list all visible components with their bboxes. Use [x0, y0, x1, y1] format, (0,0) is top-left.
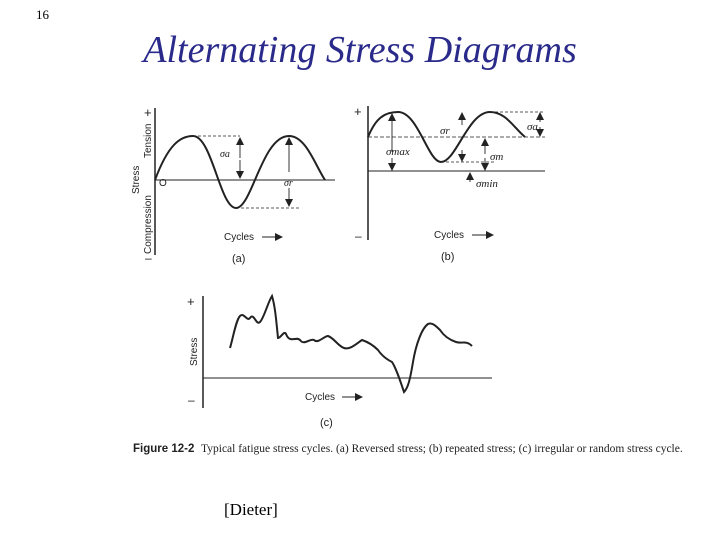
- page-title: Alternating Stress Diagrams: [143, 29, 577, 71]
- panel-c-cycles-label: Cycles: [305, 392, 335, 403]
- figure-caption-text: Typical fatigue stress cycles. (a) Rever…: [201, 443, 683, 455]
- panel-b-tag: (b): [441, 251, 454, 263]
- panel-a-minus-label: –: [145, 251, 152, 265]
- panel-b-range-label: σr: [440, 125, 450, 137]
- panel-c-stress-label: Stress: [189, 338, 200, 366]
- panel-b-min-label: σmin: [476, 178, 498, 190]
- panel-a-cycles-label: Cycles: [224, 232, 254, 243]
- source-citation: [Dieter]: [224, 500, 278, 519]
- panel-c-minus-label: –: [188, 393, 195, 407]
- panel-c-tag: (c): [320, 417, 333, 429]
- slide-number: 16: [36, 7, 49, 22]
- panel-b-plus-label: +: [354, 104, 362, 119]
- panel-a-reversed-stress: + Tension Stress Compression – O σa σr C…: [131, 105, 335, 265]
- figure-label: Figure 12-2: [133, 443, 195, 455]
- panel-b-cycles-label: Cycles: [434, 230, 464, 241]
- figure-caption: Figure 12-2 Typical fatigue stress cycle…: [133, 442, 693, 456]
- panel-a-amp-label: σa: [220, 149, 230, 160]
- panel-b-max-label: σmax: [386, 146, 410, 158]
- panel-a-range-label: σr: [284, 178, 293, 189]
- panel-b-mean-label: σm: [490, 151, 503, 163]
- panel-a-origin-label: O: [159, 178, 167, 189]
- panel-c-plus-label: +: [187, 294, 195, 309]
- panel-a-tension-label: Tension: [143, 124, 154, 158]
- panel-b-repeated-stress: + – σr σa σmax σm σmin Cycles (b): [354, 104, 545, 263]
- panel-a-tag: (a): [232, 253, 245, 265]
- panel-a-compression-label: Compression: [143, 195, 154, 254]
- panel-a-stress-label: Stress: [131, 166, 142, 194]
- panel-c-random-stress: + Stress – Cycles (c): [187, 293, 492, 429]
- panel-c-random-wave: [229, 293, 473, 394]
- panel-b-minus-label: –: [355, 229, 362, 243]
- panel-b-amp-label: σa: [527, 121, 538, 133]
- panel-a-plus-label: +: [144, 105, 152, 120]
